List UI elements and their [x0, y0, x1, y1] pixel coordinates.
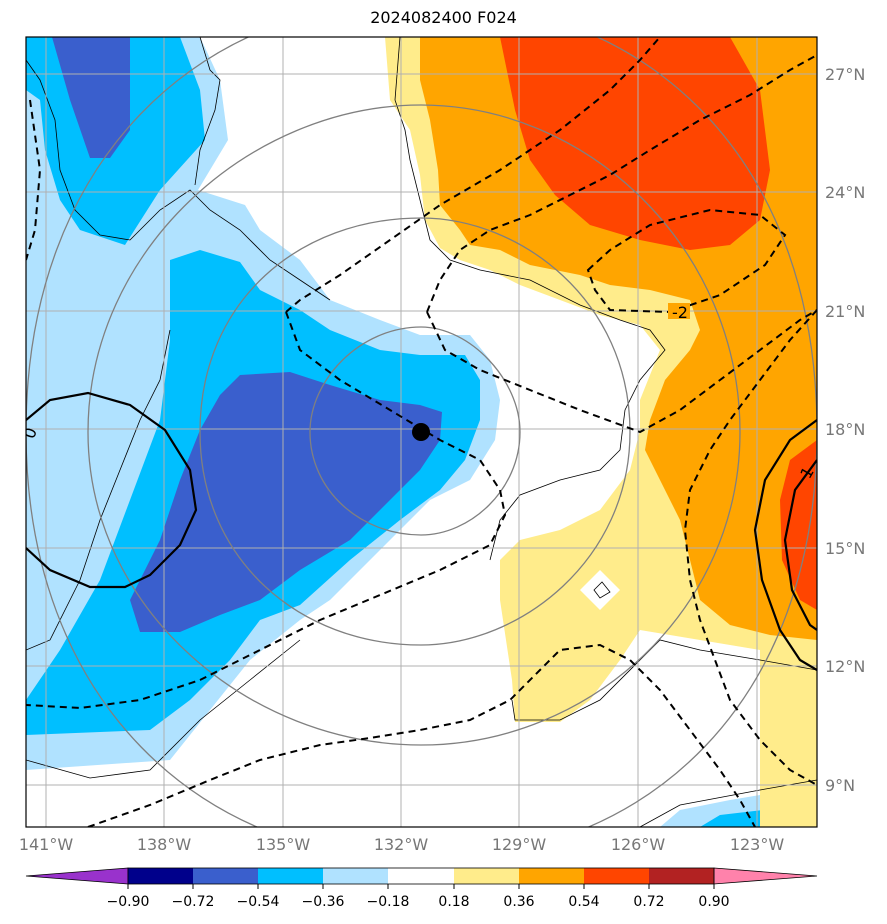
colorbar-tick-label: −0.90: [107, 894, 150, 910]
thin-contours: [26, 37, 817, 827]
solid-contours: [26, 391, 817, 671]
colorbar-swatch-6: [454, 868, 519, 884]
lat-label-27: 27°N: [825, 65, 865, 84]
negative-anomaly-shading: [26, 37, 817, 827]
colorbar-tick-label: 0.36: [503, 894, 534, 910]
contour-label-minus2: -2: [672, 303, 688, 322]
colorbar-max-extension: [713, 867, 818, 885]
longitude-labels: 141°W 138°W 135°W 132°W 129°W 126°W 123°…: [19, 835, 785, 854]
lat-label-24: 24°N: [825, 183, 865, 202]
lat-label-21: 21°N: [825, 302, 865, 321]
colorbar-tick-label: −0.72: [172, 894, 215, 910]
lon-label-126: 126°W: [611, 835, 666, 854]
lon-label-132: 132°W: [374, 835, 429, 854]
colorbar-tick-label: −0.36: [302, 894, 345, 910]
colorbar-swatch-1: [128, 868, 193, 884]
lat-label-18: 18°N: [825, 420, 865, 439]
lon-label-129: 129°W: [492, 835, 547, 854]
latitude-labels: 27°N 24°N 21°N 18°N 15°N 12°N 9°N: [825, 65, 865, 795]
colorbar-swatch-2: [193, 868, 258, 884]
colorbar-tick-label: 0.18: [438, 894, 469, 910]
colorbar-swatch-4: [323, 868, 388, 884]
lat-label-9: 9°N: [825, 776, 855, 795]
range-circles: [26, 37, 817, 827]
colorbar-swatch-9: [649, 868, 714, 884]
colorbar-tick-label: −0.18: [367, 894, 410, 910]
lat-label-12: 12°N: [825, 657, 865, 676]
lon-label-135: 135°W: [256, 835, 311, 854]
map-plot-area: -2 0 1: [26, 37, 817, 827]
map-title: 2024082400 F024: [370, 8, 517, 27]
colorbar-min-extension: [25, 867, 129, 885]
map-frame: [25, 36, 818, 828]
colorbar: −0.90 −0.72 −0.54 −0.36 −0.18 0.18 0.36 …: [25, 867, 818, 910]
lat-label-15: 15°N: [825, 539, 865, 558]
colorbar-swatch-5: [388, 868, 454, 884]
colorbar-tick-label: 0.90: [698, 894, 729, 910]
colorbar-swatch-7: [519, 868, 584, 884]
dashed-contours: [26, 37, 817, 827]
red-orange-region: [500, 37, 770, 250]
storm-center-marker: [412, 423, 430, 441]
dark-blue-region: [52, 37, 130, 158]
colorbar-tick-label: 0.72: [633, 894, 664, 910]
lon-label-123: 123°W: [730, 835, 785, 854]
colorbar-tick-label: 0.54: [568, 894, 599, 910]
colorbar-swatch-3: [258, 868, 323, 884]
colorbar-swatch-8: [584, 868, 649, 884]
lon-label-138: 138°W: [137, 835, 192, 854]
colorbar-tick-label: −0.54: [237, 894, 280, 910]
lon-label-141: 141°W: [19, 835, 74, 854]
